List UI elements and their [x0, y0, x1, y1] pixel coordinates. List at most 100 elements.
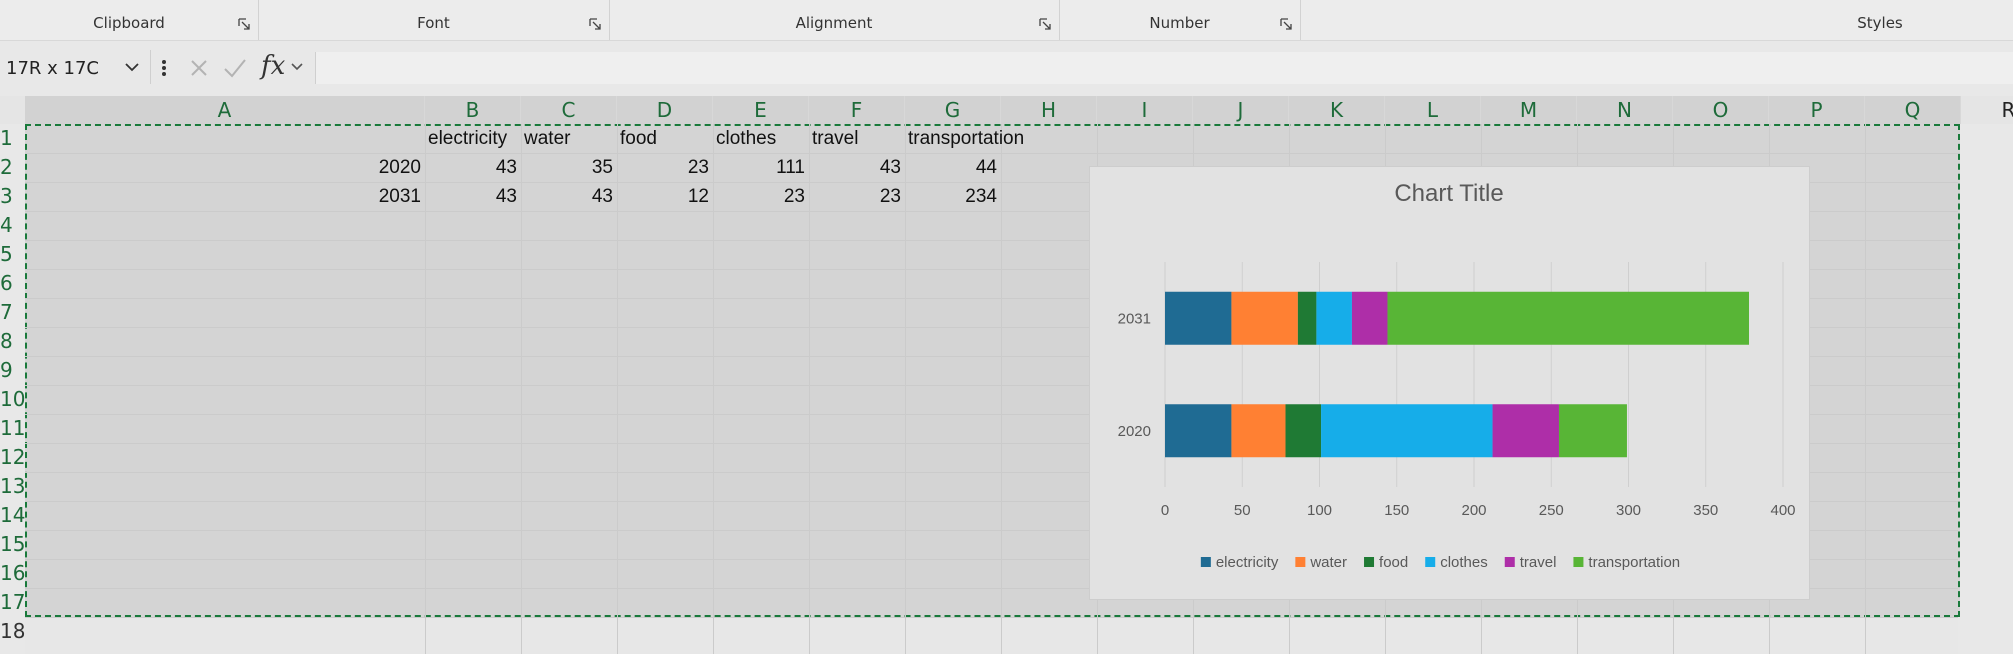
- row-header-15[interactable]: 15: [0, 532, 26, 556]
- column-header-k[interactable]: K: [1289, 96, 1385, 124]
- bar-segment-electricity-2020[interactable]: [1165, 404, 1232, 458]
- cell-e3[interactable]: 23: [783, 186, 805, 207]
- column-header-o[interactable]: O: [1673, 96, 1769, 124]
- bar-segment-water-2031[interactable]: [1231, 291, 1298, 345]
- column-header-a[interactable]: A: [25, 96, 425, 124]
- cell-c1[interactable]: water: [524, 128, 571, 149]
- row-header-17[interactable]: 17: [0, 590, 26, 614]
- cell-g1[interactable]: transportation: [908, 128, 1025, 149]
- row-header-8[interactable]: 8: [0, 329, 13, 353]
- cell-e2[interactable]: 111: [776, 157, 805, 178]
- gridline-row: [25, 501, 1958, 502]
- cell-f1[interactable]: travel: [812, 128, 859, 149]
- column-header-m[interactable]: M: [1481, 96, 1577, 124]
- insert-function-icon[interactable]: fx: [261, 51, 286, 81]
- row-header-13[interactable]: 13: [0, 474, 26, 498]
- bar-segment-food-2020[interactable]: [1285, 404, 1322, 458]
- cell-d3[interactable]: 12: [687, 186, 709, 207]
- cell-c2[interactable]: 35: [591, 157, 613, 178]
- column-header-e[interactable]: E: [713, 96, 809, 124]
- cell-f3[interactable]: 23: [879, 186, 901, 207]
- cell-b2[interactable]: 43: [495, 157, 517, 178]
- ribbon: Clipboard Font Alignment Number Styles: [0, 0, 2013, 41]
- chevron-down-icon[interactable]: [124, 59, 140, 75]
- row-header-3[interactable]: 3: [0, 184, 13, 208]
- bar-segment-travel-2020[interactable]: [1492, 404, 1559, 458]
- row-header-12[interactable]: 12: [0, 445, 26, 469]
- bar-segment-food-2031[interactable]: [1297, 291, 1317, 345]
- column-headers: A B C D E F G H I J K L M N O P Q R: [0, 96, 2013, 124]
- column-header-q[interactable]: Q: [1865, 96, 1961, 124]
- row-header-4[interactable]: 4: [0, 213, 13, 237]
- column-header-j[interactable]: J: [1193, 96, 1289, 124]
- column-header-g[interactable]: G: [905, 96, 1001, 124]
- legend-swatch-electricity: [1200, 557, 1211, 567]
- name-box[interactable]: 17R x 17C: [0, 50, 151, 84]
- gridline-row: [25, 182, 1958, 183]
- cell-b1[interactable]: electricity: [428, 128, 508, 149]
- bar-segment-travel-2031[interactable]: [1351, 291, 1388, 345]
- row-header-9[interactable]: 9: [0, 358, 13, 382]
- clipboard-dialog-launcher-icon[interactable]: [238, 18, 250, 30]
- column-header-l[interactable]: L: [1385, 96, 1481, 124]
- cell-d1[interactable]: food: [620, 128, 657, 149]
- column-header-n[interactable]: N: [1577, 96, 1673, 124]
- row-header-1[interactable]: 1: [0, 126, 13, 150]
- legend-label-food[interactable]: food: [1379, 554, 1408, 571]
- row-header-5[interactable]: 5: [0, 242, 13, 266]
- cell-d2[interactable]: 23: [687, 157, 709, 178]
- chart-title[interactable]: Chart Title: [1394, 180, 1503, 207]
- row-header-10[interactable]: 10: [0, 387, 26, 411]
- cell-c3[interactable]: 43: [591, 186, 613, 207]
- gridline-row: [25, 385, 1958, 386]
- column-header-h[interactable]: H: [1001, 96, 1097, 124]
- cell-a3[interactable]: 2031: [378, 186, 421, 207]
- gridline-row: [25, 617, 1958, 618]
- bar-segment-transportation-2031[interactable]: [1387, 291, 1750, 345]
- cell-e1[interactable]: clothes: [716, 128, 777, 149]
- row-header-14[interactable]: 14: [0, 503, 26, 527]
- formula-input[interactable]: [315, 52, 2013, 84]
- x-tick-label: 100: [1307, 502, 1332, 519]
- row-header-16[interactable]: 16: [0, 561, 26, 585]
- cell-a2[interactable]: 2020: [378, 157, 421, 178]
- cell-b3[interactable]: 43: [495, 186, 517, 207]
- column-header-f[interactable]: F: [809, 96, 905, 124]
- column-header-p[interactable]: P: [1769, 96, 1865, 124]
- row-header-18[interactable]: 18: [0, 619, 26, 643]
- more-options-icon[interactable]: [160, 56, 168, 80]
- bar-segment-clothes-2020[interactable]: [1321, 404, 1493, 458]
- font-dialog-launcher-icon[interactable]: [589, 18, 601, 30]
- legend-label-electricity[interactable]: electricity: [1216, 554, 1279, 571]
- legend-label-clothes[interactable]: clothes: [1440, 554, 1488, 571]
- row-header-6[interactable]: 6: [0, 271, 13, 295]
- column-header-i[interactable]: I: [1097, 96, 1193, 124]
- column-header-b[interactable]: B: [425, 96, 521, 124]
- alignment-group: Alignment: [609, 0, 1060, 40]
- row-header-7[interactable]: 7: [0, 300, 13, 324]
- row-header-11[interactable]: 11: [0, 416, 26, 440]
- column-header-c[interactable]: C: [521, 96, 617, 124]
- enter-checkmark-icon[interactable]: [222, 56, 248, 80]
- cancel-icon[interactable]: [187, 56, 211, 80]
- chevron-down-icon[interactable]: [290, 60, 304, 74]
- legend-label-water[interactable]: water: [1309, 554, 1347, 571]
- cell-f2[interactable]: 43: [879, 157, 901, 178]
- alignment-dialog-launcher-icon[interactable]: [1039, 18, 1051, 30]
- clipboard-group: Clipboard: [0, 0, 259, 40]
- gridline-row: [25, 588, 1958, 589]
- bar-segment-water-2020[interactable]: [1231, 404, 1286, 458]
- bar-segment-clothes-2031[interactable]: [1316, 291, 1352, 345]
- legend-label-transportation[interactable]: transportation: [1588, 554, 1680, 571]
- bar-segment-electricity-2031[interactable]: [1165, 291, 1232, 345]
- x-tick-label: 250: [1539, 502, 1564, 519]
- cell-g3[interactable]: 234: [965, 186, 997, 207]
- column-header-d[interactable]: D: [617, 96, 713, 124]
- number-dialog-launcher-icon[interactable]: [1280, 18, 1292, 30]
- row-header-2[interactable]: 2: [0, 155, 13, 179]
- stacked-bar-chart[interactable]: Chart Title 2020 2031 0 50 100 150 200 250 300 3…: [1089, 166, 1810, 600]
- column-header-r[interactable]: R: [1961, 96, 2013, 124]
- legend-label-travel[interactable]: travel: [1520, 554, 1557, 571]
- bar-segment-transportation-2020[interactable]: [1558, 404, 1627, 458]
- cell-g2[interactable]: 44: [975, 157, 997, 178]
